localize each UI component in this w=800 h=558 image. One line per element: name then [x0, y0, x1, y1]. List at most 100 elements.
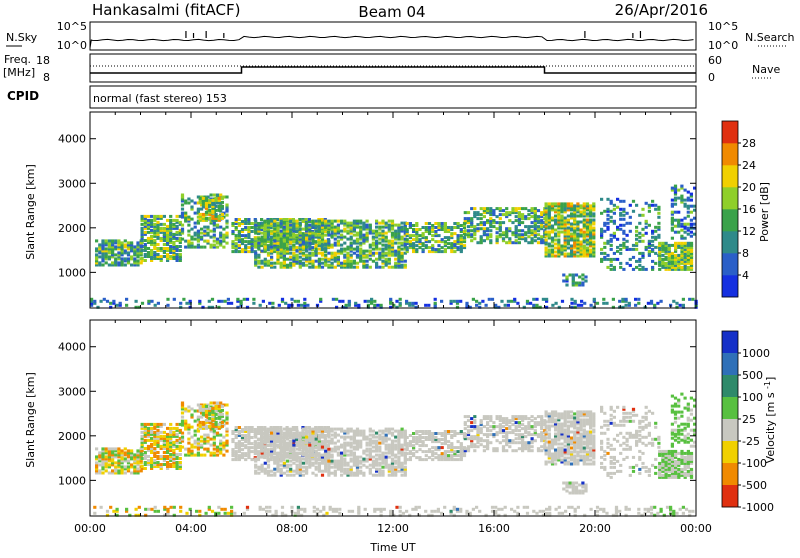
heatmap-cell — [179, 221, 182, 224]
heatmap-cell — [575, 274, 578, 277]
heatmap-cell — [470, 239, 473, 242]
heatmap-cell — [359, 226, 362, 229]
heatmap-cell — [238, 454, 241, 457]
heatmap-cell — [299, 444, 302, 447]
heatmap-cell — [540, 235, 543, 238]
heatmap-cell — [200, 232, 203, 235]
heatmap-cell — [654, 226, 657, 229]
heatmap-cell — [337, 250, 340, 253]
heatmap-cell — [356, 254, 359, 257]
heatmap-cell — [292, 462, 295, 465]
freq-panel-frame — [90, 54, 696, 82]
heatmap-cell — [221, 405, 224, 408]
heatmap-cell — [415, 302, 418, 305]
heatmap-cell — [197, 208, 200, 211]
heatmap-cell — [289, 468, 292, 471]
heatmap-cell — [485, 304, 488, 307]
heatmap-cell — [545, 239, 548, 242]
heatmap-cell — [114, 465, 117, 468]
heatmap-cell — [444, 248, 447, 251]
heatmap-cell — [467, 211, 470, 214]
heatmap-cell — [362, 222, 365, 225]
heatmap-cell — [564, 253, 567, 256]
heatmap-cell — [280, 230, 283, 233]
heatmap-cell — [225, 404, 228, 407]
heatmap-cell — [654, 208, 657, 211]
heatmap-cell — [213, 402, 216, 405]
heatmap-cell — [590, 304, 593, 307]
heatmap-cell — [147, 300, 150, 303]
heatmap-cell — [144, 253, 147, 256]
heatmap-cell — [638, 240, 641, 243]
heatmap-cell — [315, 226, 318, 229]
heatmap-cell — [150, 235, 153, 238]
heatmap-cell — [302, 428, 305, 431]
heatmap-cell — [513, 298, 516, 301]
heatmap-cell — [625, 304, 628, 307]
heatmap-cell — [231, 230, 234, 233]
heatmap-cell — [616, 246, 619, 249]
heatmap-cell — [130, 241, 133, 244]
heatmap-cell — [437, 222, 440, 225]
heatmap-cell — [254, 252, 257, 255]
heatmap-cell — [567, 253, 570, 256]
heatmap-cell — [375, 226, 378, 229]
heatmap-cell — [359, 248, 362, 251]
heatmap-cell — [308, 444, 311, 447]
heatmap-cell — [356, 266, 359, 269]
heatmap-cell — [555, 302, 558, 305]
heatmap-cell — [569, 274, 572, 277]
heatmap-cell — [219, 434, 222, 437]
heatmap-cell — [632, 210, 635, 213]
heatmap-cell — [463, 244, 466, 247]
heatmap-cell — [671, 244, 674, 247]
heatmap-cell — [560, 215, 563, 218]
heatmap-cell — [518, 229, 521, 232]
heatmap-cell — [321, 222, 324, 225]
heatmap-cell — [372, 456, 375, 459]
heatmap-cell — [194, 202, 197, 205]
heatmap-cell — [651, 236, 654, 239]
heatmap-cell — [529, 302, 532, 305]
heatmap-cell — [684, 189, 687, 192]
heatmap-cell — [422, 242, 425, 245]
heatmap-cell — [101, 447, 104, 450]
heatmap-cell — [238, 250, 241, 253]
heatmap-cell — [394, 224, 397, 227]
heatmap-cell — [283, 428, 286, 431]
heatmap-cell — [548, 202, 551, 205]
heatmap-cell — [280, 464, 283, 467]
heatmap-cell — [687, 211, 690, 214]
heatmap-cell — [343, 436, 346, 439]
heatmap-cell — [222, 234, 225, 237]
heatmap-cell — [198, 300, 201, 303]
heatmap-cell — [124, 447, 127, 450]
heatmap-cell — [141, 431, 144, 434]
heatmap-cell — [125, 298, 128, 301]
heatmap-cell — [222, 442, 225, 445]
heatmap-cell — [231, 448, 234, 451]
heatmap-cell — [480, 235, 483, 238]
heatmap-cell — [251, 222, 254, 225]
heatmap-cell — [675, 302, 678, 305]
heatmap-cell — [221, 197, 224, 200]
heatmap-cell — [391, 220, 394, 223]
heatmap-cell — [343, 236, 346, 239]
heatmap-cell — [321, 474, 324, 477]
heatmap-cell — [353, 266, 356, 269]
heatmap-cell — [331, 438, 334, 441]
heatmap-cell — [508, 237, 511, 240]
heatmap-cell — [101, 239, 104, 242]
heatmap-cell — [337, 440, 340, 443]
heatmap-cell — [600, 248, 603, 251]
heatmap-cell — [362, 430, 365, 433]
heatmap-cell — [606, 208, 609, 211]
heatmap-cell — [238, 426, 241, 429]
heatmap-cell — [270, 256, 273, 259]
heatmap-cell — [156, 423, 159, 426]
heatmap-cell — [160, 463, 163, 466]
heatmap-cell — [230, 302, 233, 305]
heatmap-cell — [508, 219, 511, 222]
heatmap-cell — [181, 416, 184, 419]
